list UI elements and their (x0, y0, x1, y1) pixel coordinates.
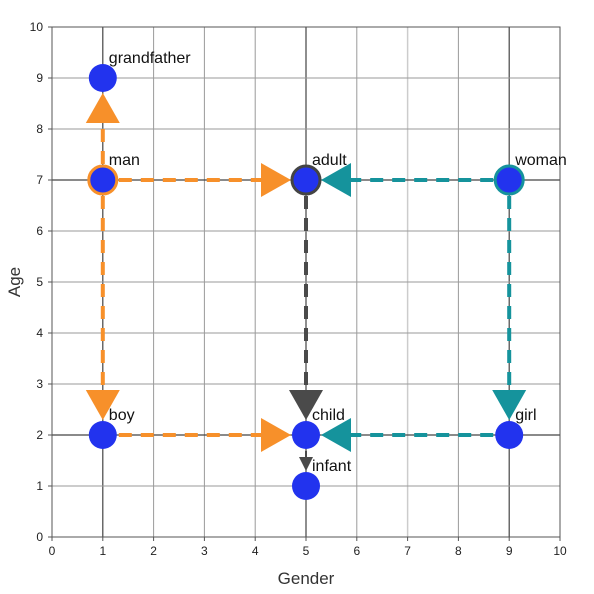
x-tick-label-10: 10 (553, 544, 567, 558)
arrow-head-6 (321, 418, 351, 452)
arrow-1 (118, 163, 291, 197)
arrow-head-0 (85, 93, 120, 123)
arrow-0 (85, 93, 120, 164)
arrow-3 (118, 418, 291, 452)
point-grandfather (88, 64, 117, 92)
point-woman (493, 164, 525, 196)
point-label-girl: girl (515, 407, 536, 424)
x-tick-label-3: 3 (201, 544, 208, 558)
point-label-child: child (312, 407, 345, 424)
point-label-woman: woman (514, 152, 567, 169)
x-tick-label-9: 9 (506, 544, 513, 558)
x-axis-label: Gender (278, 569, 335, 588)
tick-labels: 0 1 2 3 4 5 6 7 8 9 10 0 1 2 3 4 5 6 7 8 9 10 (30, 20, 567, 558)
y-tick-label-7: 7 (36, 173, 43, 187)
arrow-5 (492, 196, 527, 420)
point-label-adult: adult (312, 152, 347, 169)
point-boy (88, 421, 117, 449)
point-infant (292, 472, 320, 500)
y-tick-label-4: 4 (36, 326, 43, 340)
x-tick-label-1: 1 (99, 544, 106, 558)
point-girl (495, 421, 524, 449)
x-tick-label-8: 8 (455, 544, 462, 558)
point-label-infant: infant (312, 458, 352, 475)
x-tick-label-0: 0 (49, 544, 56, 558)
arrow-4 (321, 163, 494, 197)
point-adult (290, 164, 322, 196)
x-tick-label-5: 5 (303, 544, 310, 558)
y-tick-label-9: 9 (36, 71, 43, 85)
arrow-head-4 (321, 163, 351, 197)
y-tick-label-0: 0 (36, 530, 43, 544)
y-tick-label-1: 1 (36, 479, 43, 493)
x-tick-label-2: 2 (150, 544, 157, 558)
point-man (87, 164, 119, 196)
point-child (292, 421, 320, 449)
y-tick-label-8: 8 (36, 122, 43, 136)
point-label-man: man (109, 152, 140, 169)
y-tick-label-5: 5 (36, 275, 43, 289)
arrow-head-5 (492, 390, 527, 420)
x-tick-label-7: 7 (404, 544, 411, 558)
y-tick-label-3: 3 (36, 377, 43, 391)
arrows (85, 93, 527, 471)
arrow-head-8 (299, 457, 313, 471)
point-labels: grandfather man adult woman boy child girl infa… (109, 50, 567, 475)
arrow-6 (321, 418, 494, 452)
arrow-head-7 (289, 390, 323, 420)
point-label-boy: boy (109, 407, 135, 424)
y-tick-label-10: 10 (30, 20, 44, 34)
y-tick-label-2: 2 (36, 428, 43, 442)
x-tick-label-4: 4 (252, 544, 259, 558)
y-tick-label-6: 6 (36, 224, 43, 238)
point-label-grandfather: grandfather (109, 50, 192, 67)
points (87, 64, 525, 500)
arrow-head-1 (261, 163, 291, 197)
arrow-8 (299, 451, 313, 471)
arrow-7 (289, 196, 323, 420)
arrow-head-3 (261, 418, 291, 452)
arrow-head-2 (85, 390, 120, 420)
x-tick-label-6: 6 (353, 544, 360, 558)
arrow-2 (85, 196, 120, 420)
y-axis-label: Age (5, 267, 24, 297)
